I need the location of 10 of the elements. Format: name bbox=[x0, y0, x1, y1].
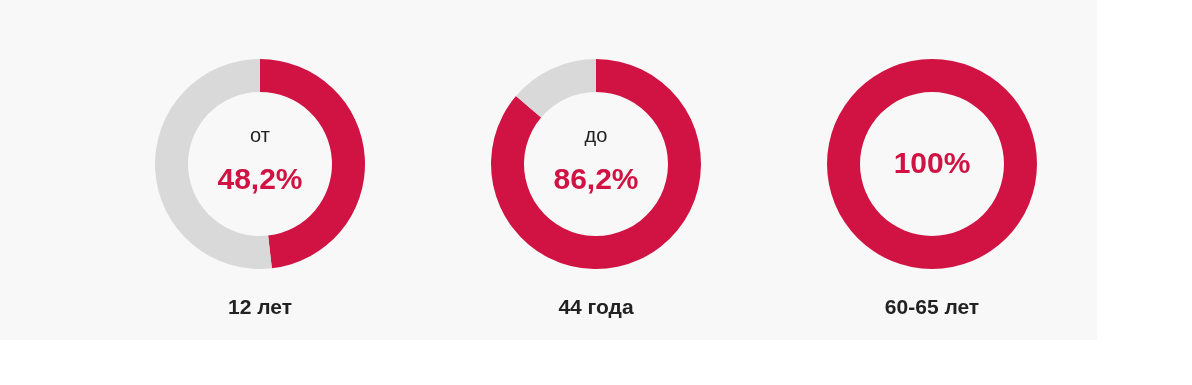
text: до bbox=[584, 124, 608, 146]
text: 60-65 лет bbox=[884, 295, 980, 318]
text: от bbox=[250, 124, 270, 146]
donut-slice bbox=[515, 59, 596, 118]
donut-slice bbox=[491, 59, 701, 269]
data-label: 86,2% bbox=[553, 162, 639, 195]
data-label: 48,2% bbox=[217, 162, 303, 195]
text: 44 года bbox=[558, 295, 634, 318]
data-label: 100% bbox=[893, 146, 971, 179]
text: 12 лет bbox=[228, 295, 292, 318]
